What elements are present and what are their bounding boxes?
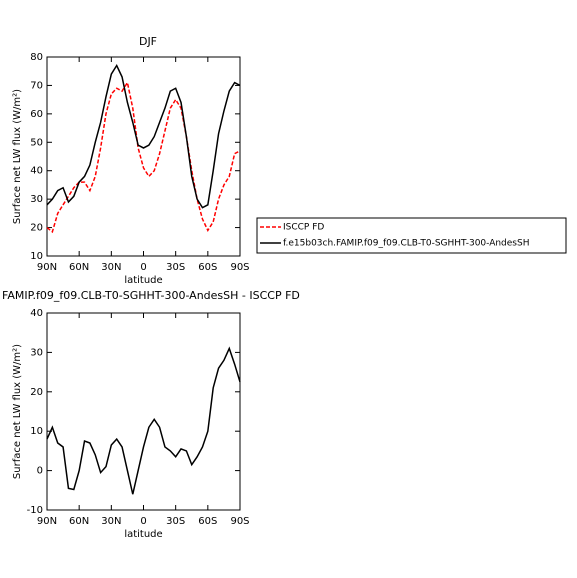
x-tick-label: 30N: [101, 262, 121, 273]
legend-label: f.e15b03ch.FAMIP.f09_f09.CLB-T0-SGHHT-30…: [283, 239, 529, 249]
y-tick-label: -10: [27, 505, 43, 516]
x-tick-label: 30S: [166, 516, 185, 527]
x-tick-label: 30S: [166, 262, 185, 273]
data-line: [46, 80, 241, 234]
x-tick-label: 60N: [69, 262, 89, 273]
y-tick-label: 30: [30, 347, 43, 358]
legend-box: [256, 217, 567, 254]
y-tick-label: 40: [30, 308, 43, 319]
y-tick-label: 20: [30, 223, 43, 234]
x-tick-label: 60S: [198, 262, 217, 273]
y-tick-label: 0: [37, 466, 43, 477]
x-tick-label: 60N: [69, 516, 89, 527]
y-tick-label: 50: [30, 137, 43, 148]
legend-label: ISCCP FD: [283, 223, 324, 233]
x-tick-label: 0: [140, 516, 146, 527]
y-tick-label: 10: [30, 426, 43, 437]
y-tick-label: 20: [30, 387, 43, 398]
chart-title: DJF: [139, 35, 157, 48]
data-line: [46, 346, 241, 495]
x-axis-label: latitude: [124, 275, 162, 286]
y-axis-label: Surface net LW flux (W/m²): [12, 89, 23, 224]
y-tick-label: 80: [30, 52, 43, 63]
y-tick-label: 10: [30, 251, 43, 262]
y-tick-label: 70: [30, 80, 43, 91]
x-tick-label: 0: [140, 262, 146, 273]
chart-title: FAMIP.f09_f09.CLB-T0-SGHHT-300-AndesSH -…: [2, 289, 300, 302]
y-tick-label: 60: [30, 109, 43, 120]
x-tick-label: 90S: [230, 516, 249, 527]
x-tick-label: 60S: [198, 516, 217, 527]
y-tick-label: 40: [30, 166, 43, 177]
x-tick-label: 90S: [230, 262, 249, 273]
y-axis-label: Surface net LW flux (W/m²): [12, 344, 23, 479]
x-axis-label: latitude: [124, 529, 162, 540]
y-tick-label: 30: [30, 194, 43, 205]
data-line: [46, 63, 241, 209]
x-tick-label: 90N: [37, 262, 57, 273]
x-tick-label: 30N: [101, 516, 121, 527]
x-tick-label: 90N: [37, 516, 57, 527]
